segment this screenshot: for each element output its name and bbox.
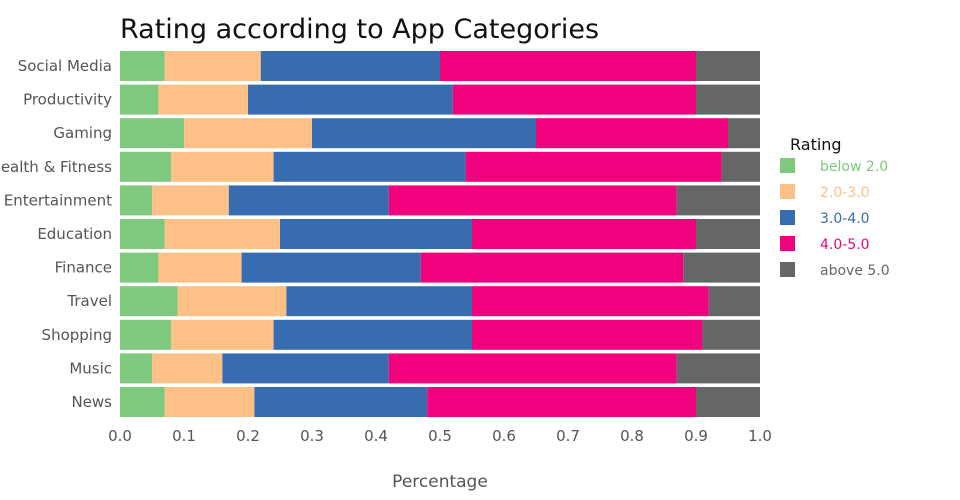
bar-segment	[158, 252, 242, 283]
bar-segment	[120, 319, 172, 350]
legend-swatch	[780, 262, 795, 277]
bar-segment	[465, 151, 722, 182]
bar-segment	[260, 51, 440, 81]
bar-segment	[120, 252, 159, 283]
bar-segment	[696, 219, 760, 249]
x-tick-label: 0.4	[364, 427, 388, 445]
category-label: Finance	[55, 259, 112, 277]
bar-segment	[120, 118, 184, 149]
bar-segment	[472, 286, 709, 317]
bar-segment	[696, 387, 760, 417]
x-tick-label: 0.2	[236, 427, 260, 445]
bar-segment	[184, 118, 312, 149]
bar-segment	[286, 286, 472, 317]
bar-segment	[273, 319, 472, 350]
bar-segment	[152, 185, 229, 216]
bar-segment	[120, 51, 165, 81]
bar-segment	[388, 185, 677, 216]
category-label: Travel	[66, 292, 112, 310]
bar-segment	[228, 185, 389, 216]
x-tick-label: 0.8	[620, 427, 644, 445]
bar-segment	[676, 185, 760, 216]
bar-segment	[696, 51, 760, 81]
legend-label: below 2.0	[820, 159, 888, 175]
bar-segment	[120, 151, 172, 182]
x-tick-label: 0.3	[300, 427, 324, 445]
bar-segment	[120, 353, 152, 384]
legend-label: 2.0-3.0	[820, 185, 870, 201]
bar-segment	[248, 84, 453, 115]
bar-segment	[427, 387, 696, 417]
legend-swatch	[780, 158, 795, 173]
bar-segment	[171, 319, 274, 350]
bar-segment	[177, 286, 287, 317]
bar-segment	[452, 84, 696, 115]
x-tick-label: 0.6	[492, 427, 516, 445]
x-tick-label: 0.7	[556, 427, 580, 445]
category-label: Education	[37, 225, 112, 243]
x-axis-title: Percentage	[392, 472, 488, 492]
chart-title: Rating according to App Categories	[120, 14, 599, 45]
category-label: Health & Fitness	[0, 158, 112, 176]
bar-segment	[120, 84, 159, 115]
category-label: News	[71, 393, 112, 411]
category-label: Entertainment	[4, 191, 112, 209]
bar-segment	[120, 219, 165, 249]
bar-segment	[312, 118, 536, 149]
bar-segment	[708, 286, 760, 317]
legend-swatch	[780, 236, 795, 251]
category-label: Productivity	[23, 91, 112, 109]
bar-segment	[164, 51, 261, 81]
bar-segment	[472, 219, 696, 249]
bar-segment	[420, 252, 684, 283]
bars-layer	[120, 51, 760, 417]
bar-segment	[388, 353, 677, 384]
bar-segment	[676, 353, 760, 384]
bar-segment	[472, 319, 703, 350]
bar-segment	[683, 252, 760, 283]
category-label: Social Media	[18, 57, 112, 75]
category-labels: Social Media Productivity Gaming Health & F…	[0, 57, 112, 411]
bar-segment	[171, 151, 274, 182]
legend-title: Rating	[790, 135, 842, 154]
bar-segment	[721, 151, 760, 182]
legend-label: 3.0-4.0	[820, 211, 870, 227]
x-tick-label: 0.0	[108, 427, 132, 445]
bar-segment	[728, 118, 760, 149]
bar-segment	[273, 151, 466, 182]
bar-segment	[696, 84, 760, 115]
category-label: Shopping	[42, 326, 112, 344]
x-axis-ticks: 0.0 0.1 0.2 0.3 0.4 0.5 0.6 0.7 0.8 0.9 1.0	[108, 427, 772, 445]
bar-segment	[536, 118, 728, 149]
legend-label: above 5.0	[820, 263, 890, 279]
bar-segment	[164, 219, 280, 249]
bar-segment	[120, 185, 152, 216]
category-label: Music	[69, 359, 112, 377]
bar-segment	[120, 286, 178, 317]
bar-segment	[158, 84, 248, 115]
bar-segment	[241, 252, 421, 283]
x-tick-label: 0.5	[428, 427, 452, 445]
bar-segment	[254, 387, 428, 417]
x-tick-label: 1.0	[748, 427, 772, 445]
legend-swatch	[780, 210, 795, 225]
legend-label: 4.0-5.0	[820, 237, 870, 253]
bar-segment	[120, 387, 165, 417]
x-tick-label: 0.1	[172, 427, 196, 445]
bar-segment	[440, 51, 696, 81]
bar-segment	[280, 219, 472, 249]
bar-segment	[152, 353, 223, 384]
bar-segment	[702, 319, 760, 350]
legend-swatch	[780, 184, 795, 199]
category-label: Gaming	[53, 124, 112, 142]
x-tick-label: 0.9	[684, 427, 708, 445]
bar-segment	[222, 353, 389, 384]
legend: Rating below 2.0 2.0-3.0 3.0-4.0 4.0-5.0 abo…	[780, 135, 890, 279]
bar-segment	[164, 387, 255, 417]
